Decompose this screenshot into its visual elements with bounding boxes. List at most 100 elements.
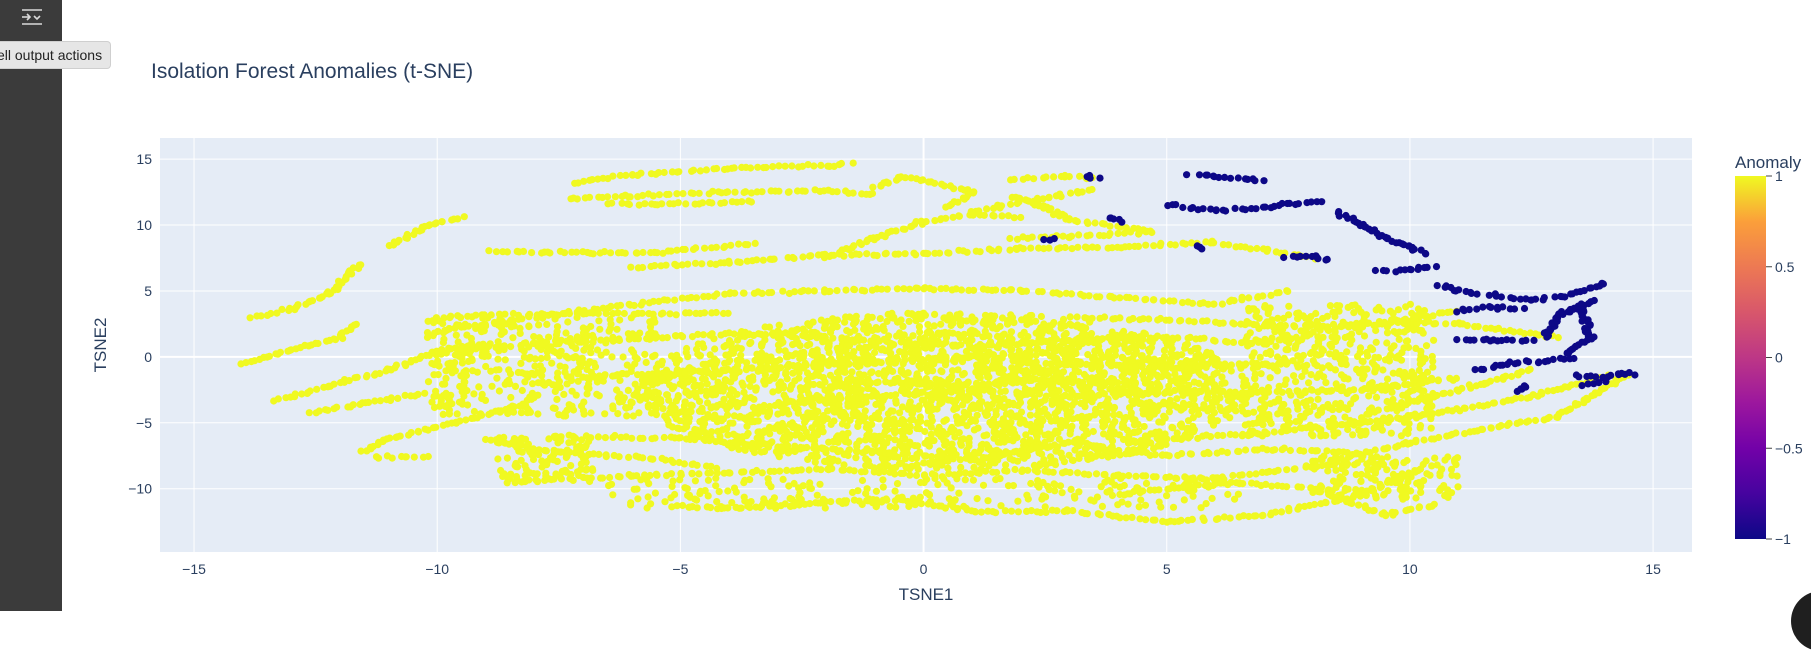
normal-point [498, 407, 505, 414]
normal-point [434, 328, 441, 335]
normal-point [862, 407, 869, 414]
normal-point [720, 388, 727, 395]
normal-point [702, 361, 709, 368]
normal-point [1043, 411, 1050, 418]
normal-point [652, 490, 659, 497]
normal-point [1060, 368, 1067, 375]
normal-point [525, 323, 532, 330]
normal-point [451, 325, 458, 332]
normal-point [806, 373, 813, 380]
normal-point [1292, 342, 1299, 349]
normal-point [1010, 457, 1017, 464]
normal-point [880, 440, 887, 447]
normal-point [1190, 396, 1197, 403]
normal-point [862, 490, 869, 497]
normal-point [1417, 348, 1424, 355]
normal-point [491, 319, 498, 326]
normal-point [1064, 410, 1071, 417]
normal-point [896, 420, 903, 427]
normal-point [1059, 489, 1066, 496]
normal-point [977, 248, 984, 255]
normal-point [1089, 398, 1096, 405]
normal-point [1014, 498, 1021, 505]
normal-point [1263, 248, 1270, 255]
normal-point [1038, 419, 1045, 426]
normal-point [850, 190, 857, 197]
normal-point [1182, 371, 1189, 378]
normal-point [705, 477, 712, 484]
normal-point [664, 297, 671, 304]
normal-point [923, 489, 930, 496]
normal-point [627, 264, 634, 271]
normal-point [696, 190, 703, 197]
normal-point [892, 488, 899, 495]
normal-point [670, 383, 677, 390]
normal-point [430, 319, 437, 326]
normal-point [1139, 371, 1146, 378]
normal-point [1158, 373, 1165, 380]
normal-point [729, 420, 736, 427]
normal-point [893, 400, 900, 407]
normal-point [594, 346, 601, 353]
normal-point [807, 252, 814, 259]
normal-point [1357, 478, 1364, 485]
normal-point [471, 408, 478, 415]
normal-point [481, 311, 488, 318]
normal-point [560, 412, 567, 419]
normal-point [1022, 340, 1029, 347]
normal-point [1173, 395, 1180, 402]
normal-point [1200, 401, 1207, 408]
normal-point [1104, 398, 1111, 405]
normal-point [884, 286, 891, 293]
normal-point [487, 368, 494, 375]
normal-point [475, 383, 482, 390]
normal-point [701, 309, 708, 316]
normal-point [849, 315, 856, 322]
normal-point [465, 323, 472, 330]
normal-point [573, 392, 580, 399]
normal-point [1327, 302, 1334, 309]
normal-point [983, 431, 990, 438]
normal-point [769, 330, 776, 337]
x-tick-label: 10 [1402, 561, 1418, 577]
normal-point [660, 405, 667, 412]
normal-point [1032, 430, 1039, 437]
normal-point [1131, 351, 1138, 358]
normal-point [1084, 351, 1091, 358]
normal-point [904, 310, 911, 317]
normal-point [806, 485, 813, 492]
normal-point [698, 405, 705, 412]
normal-point [1357, 344, 1364, 351]
normal-point [984, 497, 991, 504]
normal-point [1069, 457, 1076, 464]
normal-point [616, 337, 623, 344]
normal-point [617, 302, 624, 309]
normal-point [776, 356, 783, 363]
normal-point [1114, 244, 1121, 251]
normal-point [1181, 496, 1188, 503]
x-tick-label: 0 [920, 561, 928, 577]
normal-point [395, 237, 402, 244]
normal-point [692, 260, 699, 267]
normal-point [1042, 338, 1049, 345]
normal-point [632, 354, 639, 361]
normal-point [1035, 407, 1042, 414]
normal-point [745, 331, 752, 338]
normal-point [830, 417, 837, 424]
normal-point [748, 198, 755, 205]
normal-point [933, 461, 940, 468]
normal-point [582, 336, 589, 343]
normal-point [1230, 339, 1237, 346]
normal-point [758, 341, 765, 348]
normal-point [375, 455, 382, 462]
normal-point [1036, 369, 1043, 376]
normal-point [1007, 341, 1014, 348]
normal-point [564, 318, 571, 325]
normal-point [1124, 427, 1131, 434]
normal-point [874, 252, 881, 259]
normal-point [458, 355, 465, 362]
normal-point [578, 355, 585, 362]
normal-point [1068, 423, 1075, 430]
normal-point [839, 420, 846, 427]
normal-point [639, 299, 646, 306]
